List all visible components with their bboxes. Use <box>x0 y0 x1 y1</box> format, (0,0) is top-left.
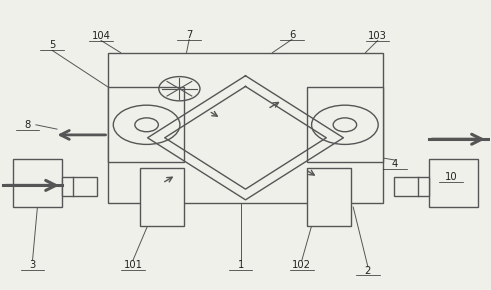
Bar <box>429 160 478 207</box>
Text: 101: 101 <box>123 260 142 270</box>
Bar <box>307 168 351 226</box>
Bar <box>62 177 97 195</box>
Text: 7: 7 <box>186 30 192 40</box>
Bar <box>140 168 184 226</box>
Text: 102: 102 <box>292 260 311 270</box>
Text: 6: 6 <box>289 30 295 40</box>
Bar <box>13 160 62 207</box>
Text: 103: 103 <box>368 31 387 41</box>
Bar <box>109 53 382 203</box>
Text: 104: 104 <box>92 31 110 41</box>
Text: 3: 3 <box>29 260 36 270</box>
Text: 4: 4 <box>392 159 398 169</box>
Text: 5: 5 <box>49 40 55 50</box>
Bar <box>394 177 429 195</box>
Text: 8: 8 <box>25 120 31 130</box>
Bar <box>307 87 382 162</box>
Text: 1: 1 <box>238 260 244 270</box>
Text: 10: 10 <box>445 172 458 182</box>
Text: 2: 2 <box>365 266 371 275</box>
Bar <box>109 87 184 162</box>
